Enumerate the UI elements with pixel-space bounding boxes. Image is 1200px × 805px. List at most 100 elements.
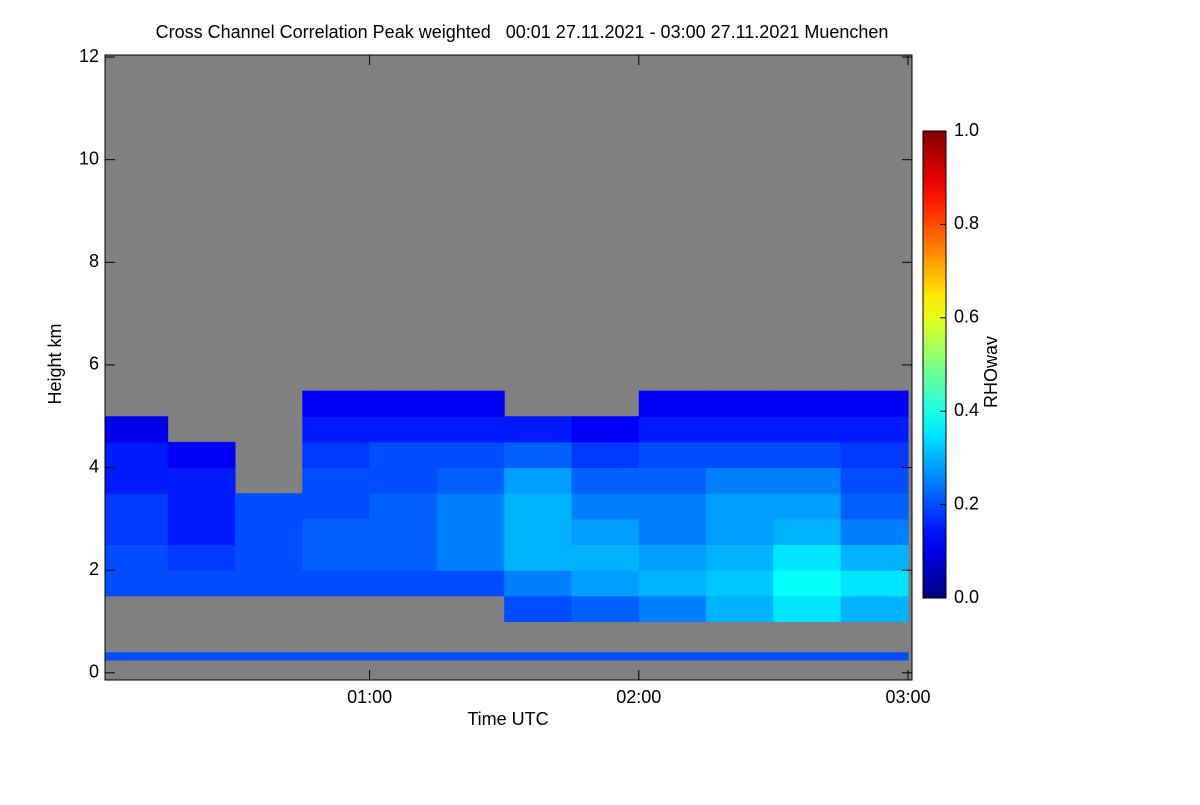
heatmap-cell [773,390,842,417]
plot-frame [104,54,913,681]
y-tick-label: 4 [89,456,99,476]
heatmap-cell [436,390,505,417]
heatmap-cell [773,595,842,623]
heatmap-cell [706,441,774,469]
heatmap-cell [105,544,169,571]
heatmap-cell [638,595,707,623]
heatmap-cell [571,652,640,661]
heatmap-cell [638,441,707,469]
heatmap-cell [436,652,505,661]
x-tick-label: 02:00 [616,687,661,707]
heatmap-cell [302,467,371,494]
heatmap-cell [302,652,371,661]
heatmap-cell [706,652,774,661]
heatmap-cell [638,493,707,520]
colorbar-tick-label: 0.6 [954,307,979,327]
y-tick-label: 0 [89,662,99,682]
heatmap-cell [840,652,909,661]
heatmap-cell [504,544,572,571]
heatmap-cell [571,416,640,443]
heatmap-cell [105,518,169,546]
heatmap-cell [369,441,438,469]
colorbar-tick-label: 0.4 [954,400,979,420]
heatmap-cell [369,570,438,597]
heatmap-cell [167,570,236,597]
heatmap-cell [571,441,640,469]
heatmap-cell [840,570,909,597]
heatmap-cell [706,544,774,571]
heatmap-cell [504,493,572,520]
heatmap-cell [105,416,169,443]
heatmap-cell [235,570,303,597]
y-axis-label: Height km [45,323,65,404]
heatmap-cell [638,652,707,661]
heatmap-cell [840,493,909,520]
heatmap-cell [571,493,640,520]
heatmap-cell [638,518,707,546]
heatmap-cell [706,493,774,520]
heatmap-cell [571,595,640,623]
colorbar-tick-label: 1.0 [954,120,979,140]
heatmap-cell [302,390,371,417]
heatmap-cell [235,544,303,571]
heatmap-cell [302,441,371,469]
heatmap-cell [638,416,707,443]
heatmap-cell [840,441,909,469]
y-tick-label: 12 [79,46,99,66]
heatmap-cell [571,570,640,597]
heatmap-cell [167,518,236,546]
heatmap-cell [840,595,909,623]
heatmap-cell [571,518,640,546]
heatmap-cell [504,518,572,546]
heatmap-cell [105,652,169,661]
colorbar-tick-label: 0.0 [954,587,979,607]
heatmap-cell [369,416,438,443]
heatmap-cell [235,652,303,661]
x-tick-label: 01:00 [347,687,392,707]
heatmap-cell [167,652,236,661]
heatmap-cell [235,518,303,546]
heatmap-cell [504,441,572,469]
heatmap-cell [369,518,438,546]
heatmap-cell [840,390,909,417]
heatmap-cell [840,518,909,546]
heatmap-cell [167,493,236,520]
y-tick-label: 10 [79,148,99,168]
heatmap-cell [302,493,371,520]
heatmap-cell [504,652,572,661]
heatmap-cell [773,416,842,443]
heatmap-cell [302,570,371,597]
heatmap-cell [840,416,909,443]
heatmap-cell [773,570,842,597]
heatmap-cell [105,467,169,494]
x-tick-label: 03:00 [885,687,930,707]
heatmap-cell [436,544,505,571]
heatmap-cell [706,518,774,546]
colorbar-tick-label: 0.8 [954,213,979,233]
heatmap-cell [504,595,572,623]
y-tick-label: 2 [89,559,99,579]
colorbar-label: RHOwav [981,336,1001,408]
heatmap-cell [706,570,774,597]
heatmap-cell [369,467,438,494]
colorbar-tick-label: 0.2 [954,493,979,513]
heatmap-cell [638,570,707,597]
heatmap-cell [706,595,774,623]
heatmap-cell [840,544,909,571]
heatmap-cell [302,544,371,571]
heatmap-cell [706,416,774,443]
heatmap-cell [302,416,371,443]
heatmap-cell [105,441,169,469]
heatmap-cell [571,544,640,571]
heatmap-cell [638,544,707,571]
heatmap-cell [504,416,572,443]
heatmap [105,390,909,661]
heatmap-cell [436,493,505,520]
heatmap-cell [840,467,909,494]
heatmap-cell [773,518,842,546]
heatmap-cell [105,570,169,597]
heatmap-cell [369,544,438,571]
x-axis-label: Time UTC [467,709,548,729]
heatmap-cell [167,441,236,469]
